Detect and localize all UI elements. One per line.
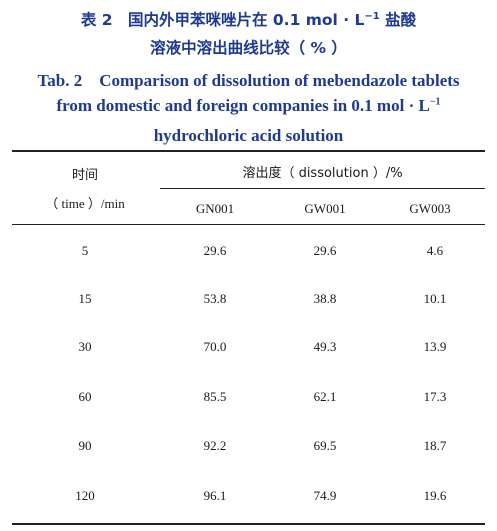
row-value-gw001: 49.3 <box>313 339 337 354</box>
column-header-gw003: GW003 <box>409 201 451 216</box>
column-header-gw001: GW001 <box>304 201 346 216</box>
row-value-gn001: 92.2 <box>203 438 227 453</box>
dissolution-header: 溶出度（ dissolution ）/% <box>242 166 403 181</box>
row-time: 30 <box>78 339 92 354</box>
row-value-gw001: 69.5 <box>313 438 337 453</box>
caption-en-line2: from domestic and foreign companies in 0… <box>56 96 441 115</box>
row-value-gw003: 4.6 <box>426 243 444 258</box>
row-value-gw001: 74.9 <box>313 488 337 503</box>
time-header-en: （ time ）/min <box>45 196 125 211</box>
caption-en-line1: Tab. 2 Comparison of dissolution of mebe… <box>37 71 460 90</box>
table-bottom-rule <box>12 523 485 525</box>
row-time: 90 <box>78 438 92 453</box>
row-time: 15 <box>78 291 92 306</box>
row-value-gw003: 17.3 <box>423 389 447 404</box>
caption-cn-line2: 溶液中溶出曲线比较（ % ） <box>150 39 347 57</box>
row-value-gn001: 85.5 <box>203 389 227 404</box>
row-value-gw001: 62.1 <box>313 389 337 404</box>
table-top-rule <box>12 150 485 152</box>
row-value-gn001: 96.1 <box>203 488 227 503</box>
row-value-gw001: 38.8 <box>313 291 337 306</box>
row-value-gw003: 19.6 <box>423 488 447 503</box>
row-value-gw003: 18.7 <box>423 438 447 453</box>
time-header-cn: 时间 <box>71 168 98 183</box>
row-time: 5 <box>81 243 89 258</box>
row-value-gw001: 29.6 <box>313 243 337 258</box>
caption-cn-line1: 表 2 国内外甲苯咪唑片在 0.1 mol · L−1 盐酸 <box>80 10 417 29</box>
row-value-gw003: 13.9 <box>423 339 447 354</box>
row-value-gn001: 70.0 <box>203 339 227 354</box>
row-value-gn001: 53.8 <box>203 291 227 306</box>
row-value-gw003: 10.1 <box>423 291 447 306</box>
table-subheader-rule <box>12 224 485 225</box>
table-header-rule <box>160 188 485 189</box>
caption-en-line3: hydrochloric acid solution <box>153 126 344 145</box>
row-time: 120 <box>75 488 95 503</box>
row-value-gn001: 29.6 <box>203 243 227 258</box>
column-header-gn001: GN001 <box>195 201 235 216</box>
row-time: 60 <box>78 389 92 404</box>
